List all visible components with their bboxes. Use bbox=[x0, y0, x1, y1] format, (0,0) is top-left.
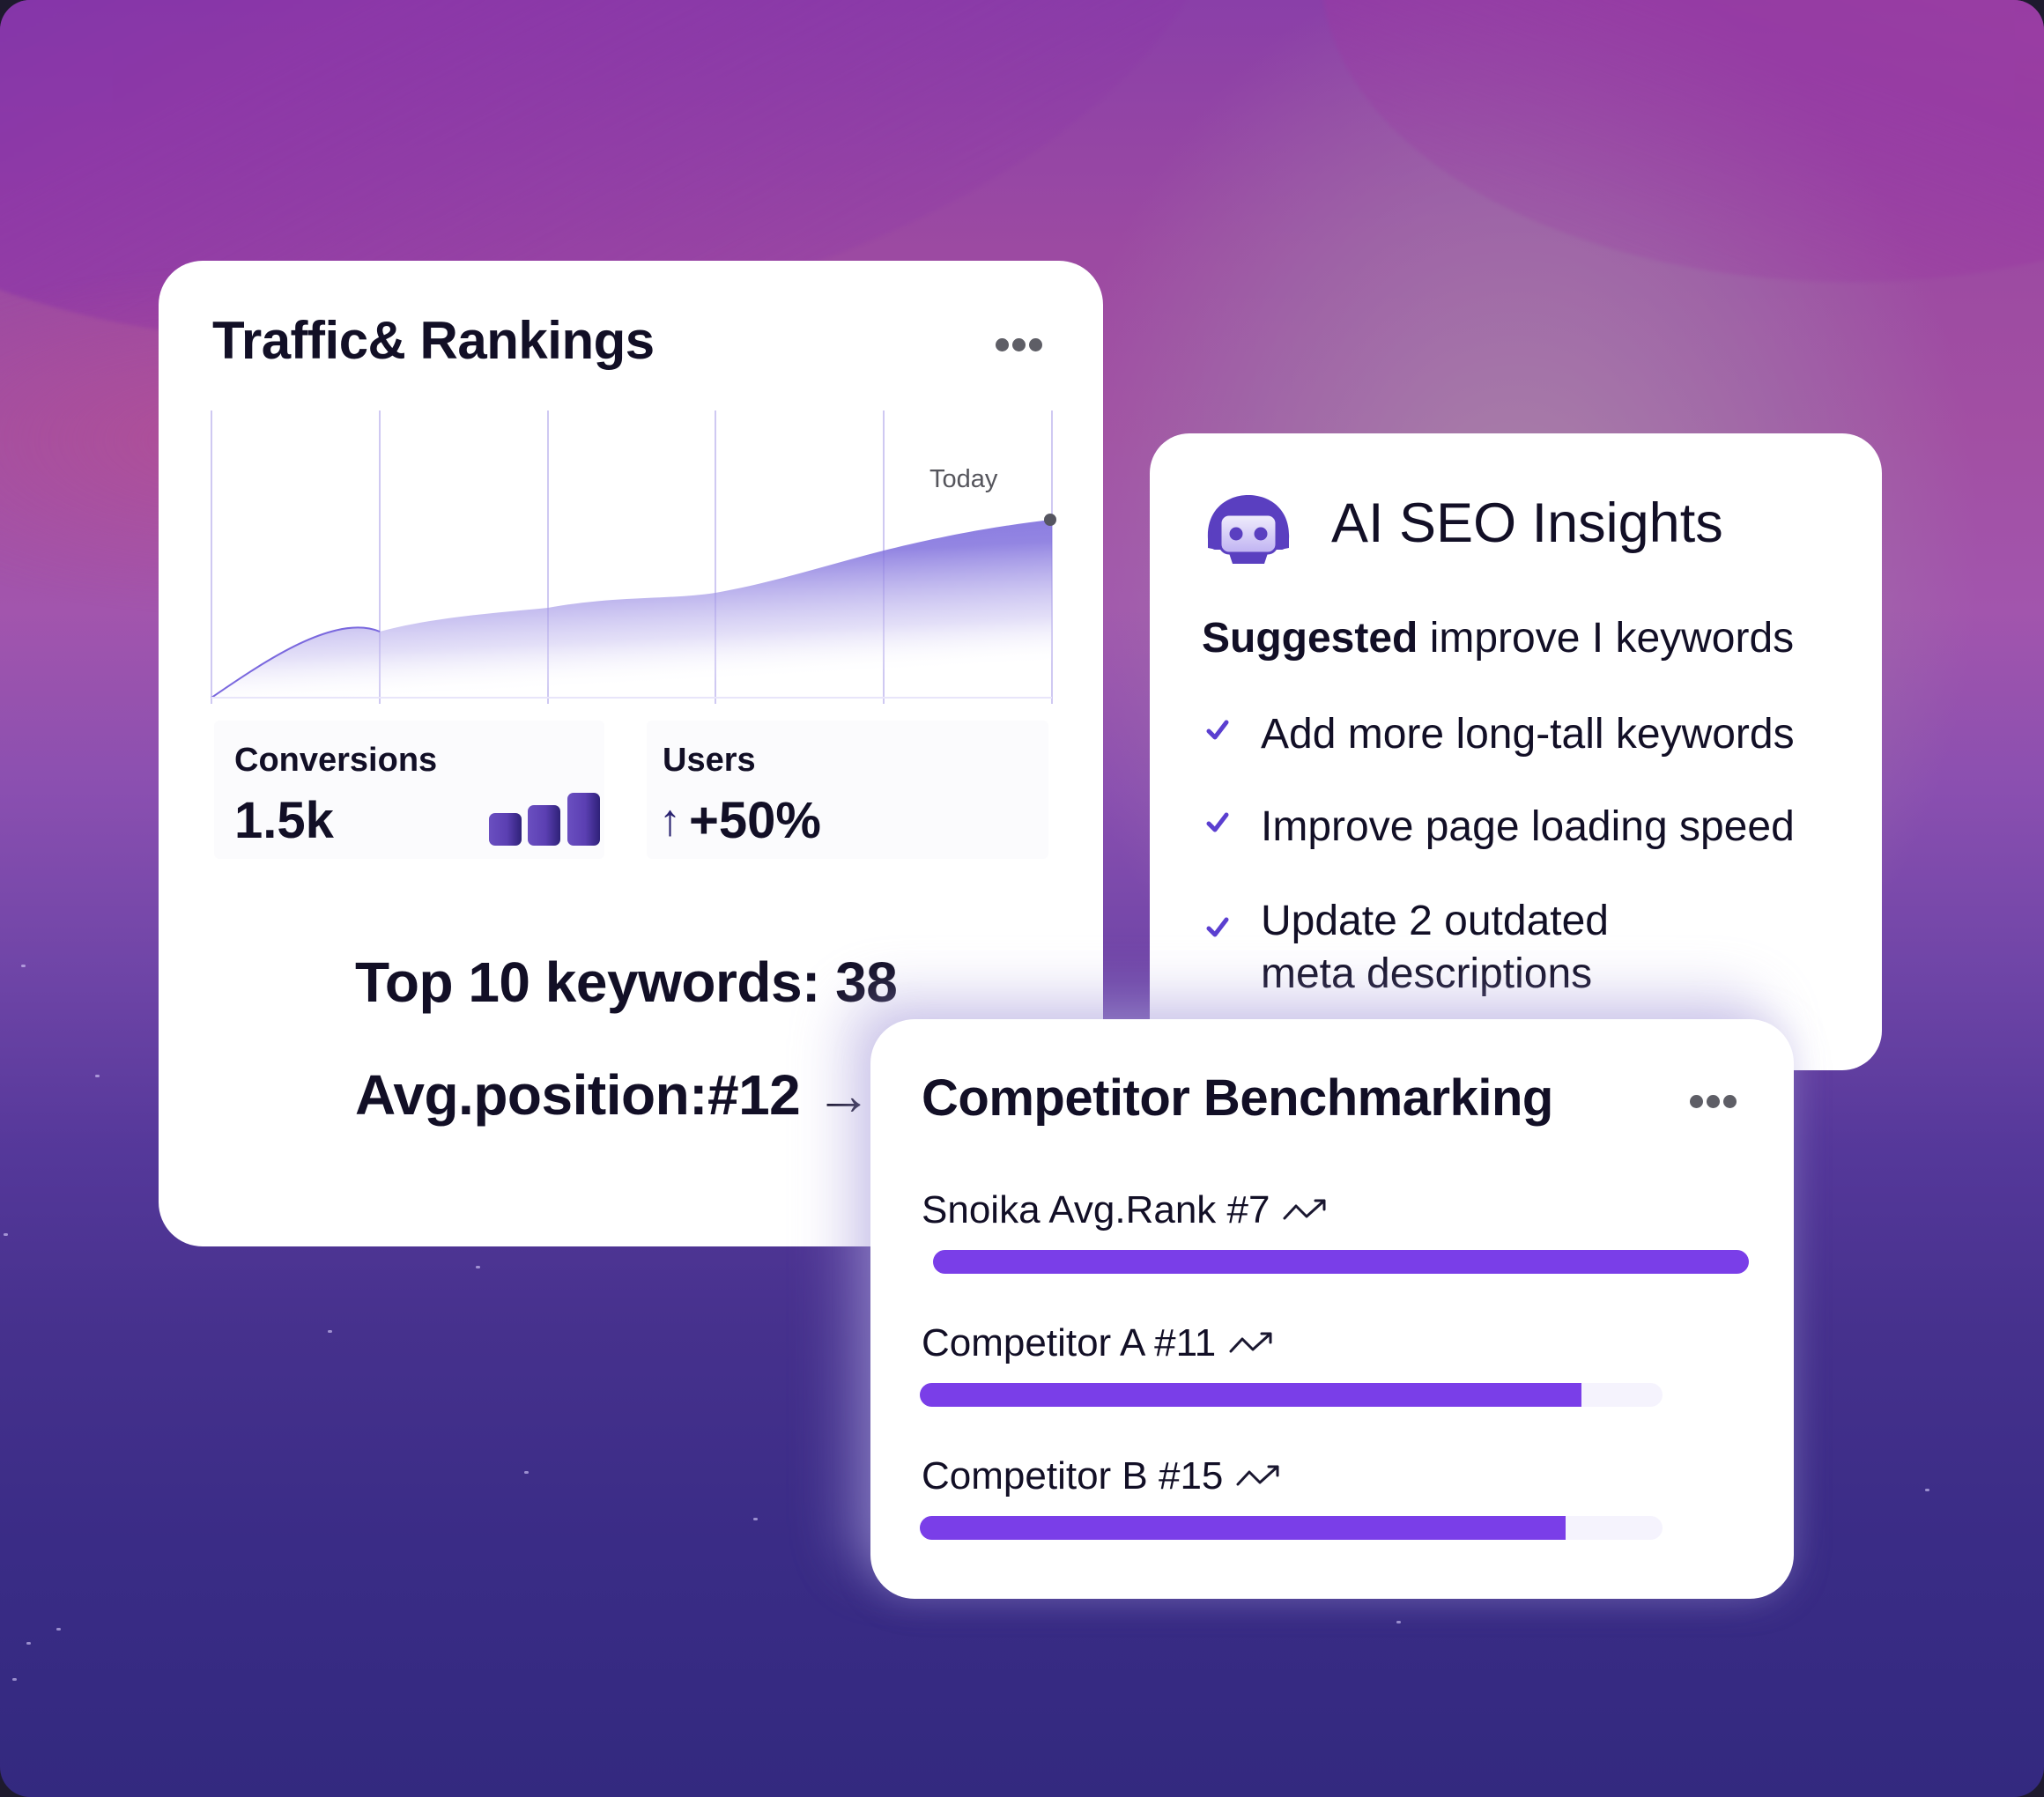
star-dot bbox=[95, 1075, 100, 1077]
ai-seo-insights-card: AI SEO Insights Suggested improve I keyw… bbox=[1150, 433, 1882, 1070]
top10-keywords: Top 10 keywords: 38 bbox=[355, 950, 898, 1014]
star-dot bbox=[1396, 1621, 1401, 1623]
more-options-button[interactable] bbox=[996, 338, 1042, 351]
check-icon bbox=[1206, 720, 1229, 740]
trending-up-icon bbox=[1229, 1332, 1272, 1353]
benchmark-bar-fill bbox=[933, 1250, 1749, 1274]
suggestion-heading-bold: Suggested bbox=[1202, 615, 1418, 662]
dot-icon bbox=[1690, 1095, 1703, 1108]
suggestion-heading-rest: improve I keywords bbox=[1418, 615, 1795, 662]
robot-icon bbox=[1207, 495, 1290, 564]
benchmark-bar bbox=[920, 1383, 1663, 1407]
insight-text: Update 2 outdated bbox=[1261, 898, 1609, 944]
benchmark-label: Snoika Avg.Rank #7 bbox=[922, 1188, 1331, 1232]
more-options-button[interactable] bbox=[1690, 1095, 1737, 1108]
card-title: Traffic& Rankings bbox=[212, 311, 655, 370]
star-dot bbox=[56, 1628, 61, 1631]
star-dot bbox=[524, 1471, 529, 1474]
star-dot bbox=[21, 965, 26, 967]
benchmark-label: Competitor B #15 bbox=[922, 1454, 1285, 1498]
area-line bbox=[211, 626, 381, 699]
benchmark-bar-fill bbox=[920, 1383, 1581, 1407]
card-title: Competitor Benchmarking bbox=[922, 1069, 1553, 1127]
today-label: Today bbox=[929, 465, 998, 493]
insight-text: Improve page loading speed bbox=[1261, 803, 1795, 850]
trending-up-icon bbox=[1283, 1199, 1326, 1220]
benchmark-bar bbox=[920, 1516, 1663, 1540]
dot-icon bbox=[1012, 338, 1026, 351]
conversions-value: 1.5k bbox=[234, 792, 334, 849]
area-fill bbox=[211, 520, 1052, 698]
competitor-benchmarking-card: Competitor Benchmarking Snoika Avg.Rank … bbox=[870, 1019, 1794, 1599]
star-dot bbox=[328, 1330, 332, 1333]
traffic-area-chart bbox=[211, 410, 1056, 704]
dot-icon bbox=[1723, 1095, 1737, 1108]
users-value: +50% bbox=[689, 792, 821, 849]
dot-icon bbox=[996, 338, 1009, 351]
benchmark-bar-fill bbox=[920, 1516, 1566, 1540]
conversions-label: Conversions bbox=[234, 742, 438, 779]
insight-text: meta descriptions bbox=[1261, 950, 1593, 997]
star-dot bbox=[12, 1678, 17, 1681]
check-icon bbox=[1206, 812, 1229, 832]
avg-position: Avg.position:#12 → bbox=[355, 1063, 872, 1127]
dot-icon bbox=[1029, 338, 1042, 351]
background-wave bbox=[1322, 0, 2044, 282]
traffic-rankings-card: Traffic& Rankings bbox=[159, 261, 1103, 1246]
benchmark-bar bbox=[933, 1250, 1749, 1274]
trending-up-icon bbox=[1236, 1465, 1279, 1486]
today-point bbox=[1044, 514, 1056, 526]
arrow-up-icon: ↑ bbox=[659, 795, 681, 845]
benchmark-label: Competitor A #11 bbox=[922, 1321, 1278, 1365]
star-dot bbox=[1925, 1489, 1929, 1491]
dot-icon bbox=[1707, 1095, 1720, 1108]
bar-chart-icon bbox=[489, 791, 604, 846]
suggestion-heading: Suggested improve I keywords bbox=[1202, 614, 1794, 662]
users-stat: Users ↑ +50% bbox=[647, 721, 1048, 859]
card-title: AI SEO Insights bbox=[1331, 492, 1723, 554]
benchmark-label-text: Competitor A #11 bbox=[922, 1321, 1217, 1364]
star-dot bbox=[476, 1266, 480, 1268]
star-dot bbox=[4, 1233, 8, 1236]
benchmark-label-text: Competitor B #15 bbox=[922, 1454, 1224, 1498]
star-dot bbox=[26, 1642, 31, 1645]
star-dot bbox=[753, 1518, 758, 1520]
insight-text: Add more long-tall keywords bbox=[1261, 711, 1795, 758]
check-icon bbox=[1206, 917, 1229, 937]
users-label: Users bbox=[663, 742, 756, 779]
benchmark-label-text: Snoika Avg.Rank #7 bbox=[922, 1188, 1270, 1231]
